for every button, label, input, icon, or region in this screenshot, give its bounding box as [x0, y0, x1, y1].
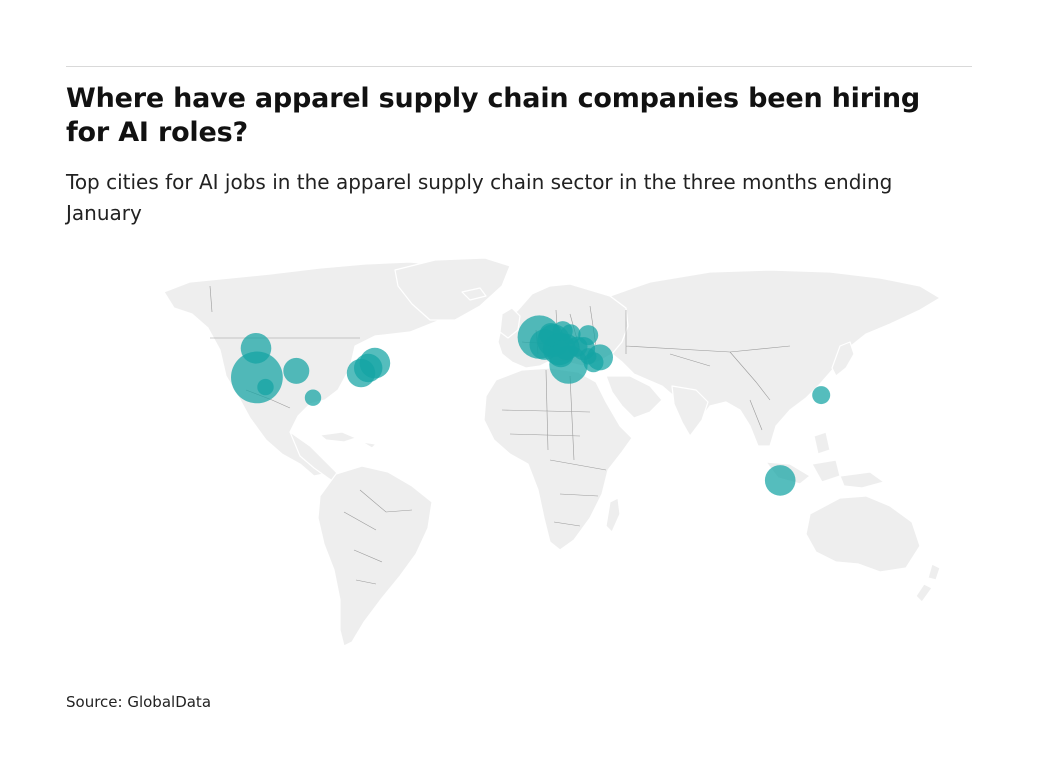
city-bubble: [257, 378, 274, 396]
border-alaska: [209, 285, 213, 313]
city-bubble: [764, 465, 796, 496]
world-map-svg: [163, 257, 941, 647]
land-australia: [805, 495, 921, 573]
land-japan: [831, 341, 855, 377]
city-bubble: [812, 386, 831, 405]
top-divider: [66, 66, 972, 67]
city-bubble: [304, 389, 322, 406]
borders-africa: [501, 369, 607, 527]
city-bubble: [580, 348, 597, 365]
land-caribbean: [319, 431, 377, 449]
land-layer: [163, 257, 941, 647]
land-africa: [483, 367, 633, 551]
borders-asia: [625, 310, 791, 431]
borders-south-america: [343, 489, 413, 585]
land-british-isles: [499, 307, 521, 339]
land-south-america: [317, 465, 433, 647]
city-bubble: [283, 357, 310, 384]
land-arabia: [605, 375, 663, 419]
world-map: [150, 250, 980, 650]
land-greenland: [394, 257, 511, 321]
city-bubble: [346, 358, 376, 388]
bubble-layer: [231, 315, 831, 496]
land-india: [671, 385, 709, 437]
city-bubble: [240, 333, 272, 364]
land-new-zealand: [915, 563, 941, 603]
land-southeast-asia-islands: [765, 431, 885, 489]
source-note: Source: GlobalData: [66, 693, 212, 711]
city-bubble: [578, 325, 599, 346]
land-asia: [609, 269, 941, 447]
chart-title: Where have apparel supply chain companie…: [66, 83, 921, 148]
chart-subtitle: Top cities for AI jobs in the apparel su…: [66, 170, 893, 225]
land-madagascar: [605, 497, 621, 533]
land-iceland: [461, 287, 487, 301]
